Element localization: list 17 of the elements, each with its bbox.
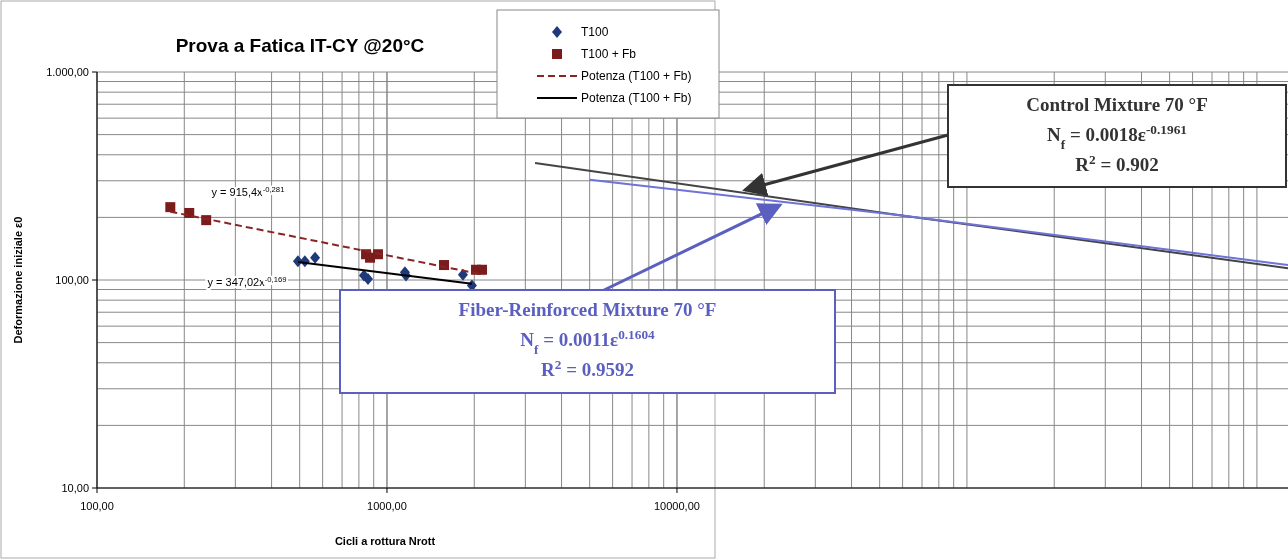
- chart-title: Prova a Fatica IT-CY @20°C: [175, 35, 425, 56]
- y-tick-label: 100,00: [55, 274, 89, 286]
- x-tick-label: 100,00: [80, 500, 114, 512]
- legend-label: Potenza (T100 + Fb): [581, 69, 692, 83]
- legend-label: T100: [581, 25, 609, 39]
- legend-label: T100 + Fb: [581, 47, 637, 61]
- x-axis-title: Cicli a rottura Nrott: [334, 535, 436, 547]
- legend-label: Potenza (T100 + Fb): [581, 91, 692, 105]
- text: Fiber-Reinforced Mixture 70 °F N$_{f}$ = 0.0011ε$^{0.1604}$ R$^{2}$ = 0.9592: [458, 299, 717, 380]
- y-tick-label: 1.000,00: [46, 66, 89, 78]
- x-tick-label: 10000,00: [654, 500, 700, 512]
- annotation: y = 915,4x$^{-0,281}$: [211, 184, 285, 198]
- y-tick-label: 10,00: [61, 482, 89, 494]
- x-tick-label: 1000,00: [367, 500, 407, 512]
- annotation: y = 347,02x$^{-0,169}$: [207, 274, 287, 288]
- y-axis-title: Deformazione iniziale ε0: [12, 216, 24, 344]
- text: Control Mixture 70 °F N$_{f}$ = 0.0018ε$^{-0.1961}$ R$^{2}$ = 0.902: [1026, 94, 1208, 175]
